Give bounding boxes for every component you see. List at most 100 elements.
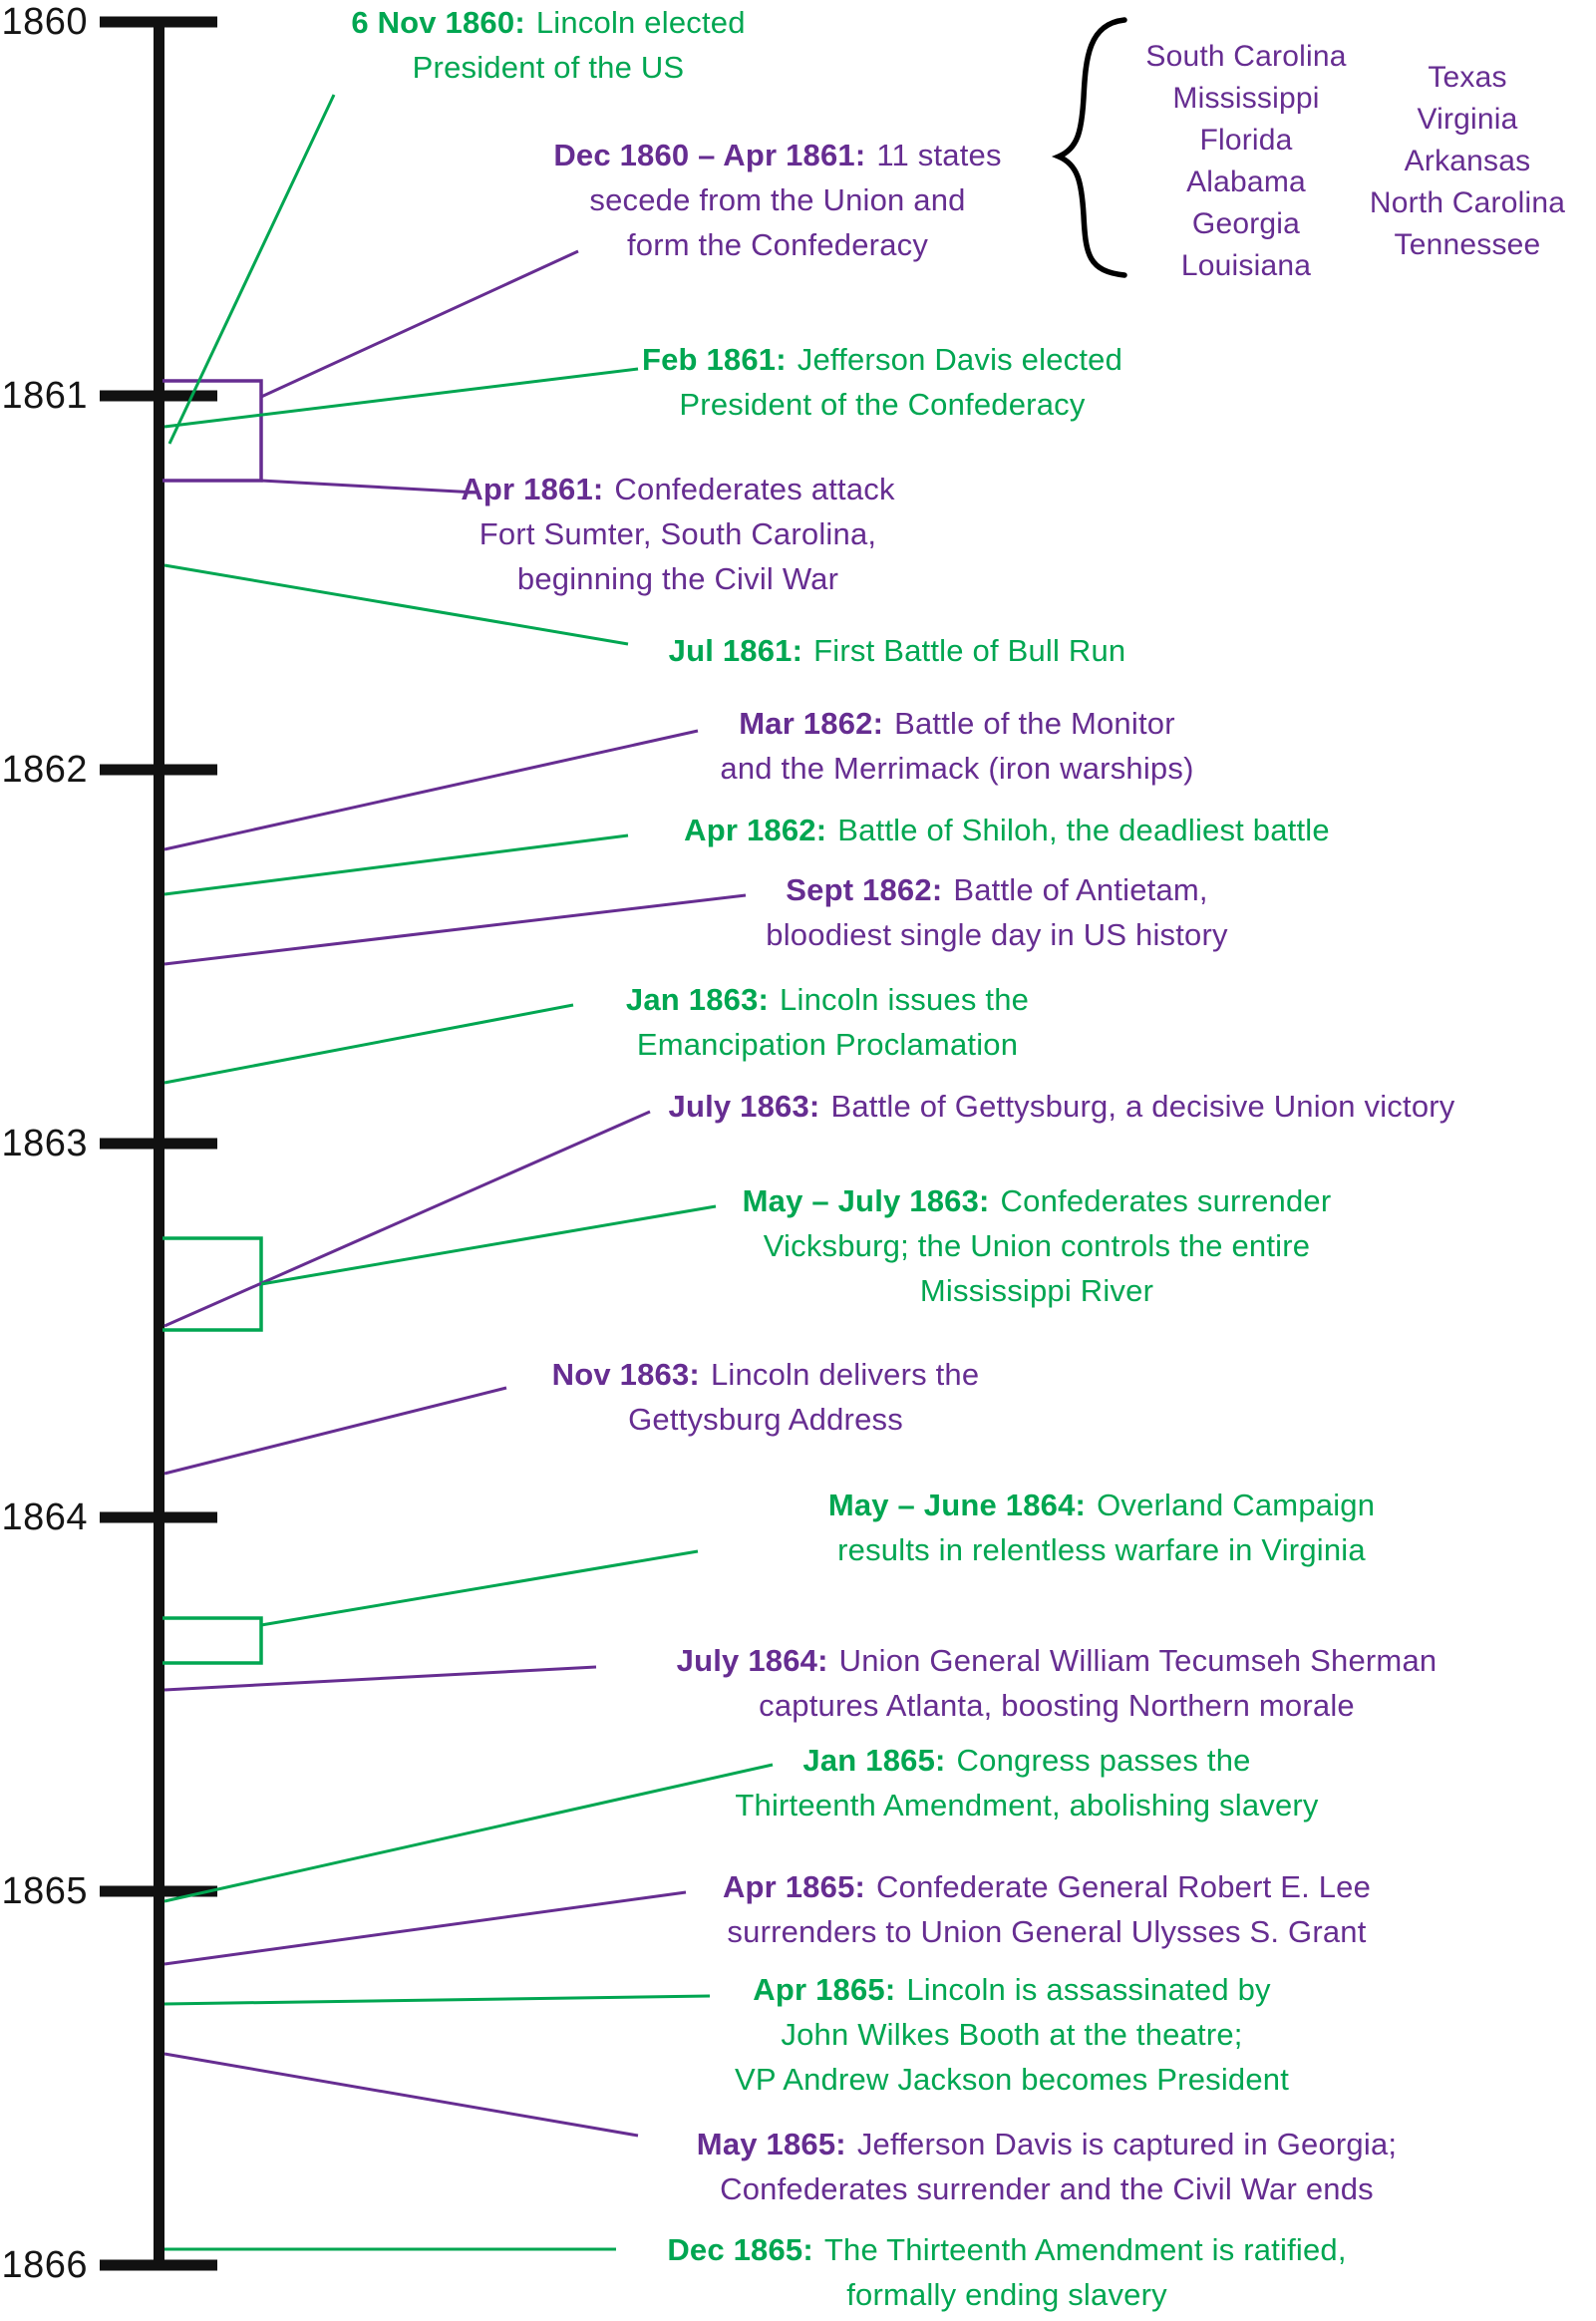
tick-1862 <box>100 764 217 776</box>
tick-1861 <box>100 390 217 402</box>
tick-1860 <box>100 16 217 28</box>
event-text: Lincoln delivers the <box>710 1357 980 1392</box>
event-date: Nov 1863: <box>551 1357 700 1392</box>
year-label-1865: 1865 <box>1 1870 88 1912</box>
tick-1863 <box>100 1138 217 1150</box>
year-label-1863: 1863 <box>1 1123 88 1164</box>
event-bull-run: Jul 1861: First Battle of Bull Run <box>669 628 1126 673</box>
event-date: May – July 1863: <box>742 1183 990 1218</box>
event-monitor-merrimack: Mar 1862: Battle of the Monitor and the M… <box>720 701 1193 791</box>
leader-monitor-merrimack <box>163 729 699 851</box>
leader-bull-run <box>163 563 629 646</box>
event-thirteenth-passed: Jan 1865: Congress passes the Thirteenth … <box>735 1738 1318 1827</box>
event-text: John Wilkes Booth at the theatre; <box>781 2017 1243 2052</box>
event-text: and the Merrimack (iron warships) <box>720 751 1194 786</box>
event-date: May 1865: <box>696 2127 846 2161</box>
event-text: secede from the Union and <box>589 182 966 217</box>
state-item: Arkansas <box>1404 145 1531 177</box>
event-text: Lincoln issues the <box>780 982 1030 1017</box>
secession-states-column-1: South Carolina Mississippi Florida Alaba… <box>1145 36 1346 287</box>
event-shiloh: Apr 1862: Battle of Shiloh, the deadliest… <box>684 808 1330 852</box>
event-lincoln-elected: 6 Nov 1860: Lincoln elected President of … <box>351 0 745 90</box>
leader-vicksburg <box>260 1204 717 1286</box>
event-date: 6 Nov 1860: <box>351 5 525 40</box>
state-item: South Carolina <box>1145 40 1347 73</box>
leader-fort-sumter <box>260 479 478 495</box>
event-text: Union General William Tecumseh Sherman <box>838 1643 1437 1678</box>
event-text: Jefferson Davis is captured in Georgia; <box>856 2127 1398 2161</box>
event-date: Mar 1862: <box>739 706 884 741</box>
event-date: Jul 1861: <box>668 633 803 668</box>
tick-1864 <box>100 1511 217 1523</box>
event-text: Emancipation Proclamation <box>636 1027 1019 1062</box>
event-overland-campaign: May – June 1864: Overland Campaign result… <box>828 1483 1375 1572</box>
event-date: Sept 1862: <box>786 872 943 907</box>
event-text: Battle of Gettysburg, a decisive Union v… <box>830 1089 1455 1124</box>
event-date: Dec 1860 – Apr 1861: <box>553 138 866 172</box>
event-secession: Dec 1860 – Apr 1861: 11 states secede fro… <box>553 133 1001 267</box>
event-text: Congress passes the <box>956 1743 1251 1778</box>
state-item: North Carolina <box>1369 186 1566 219</box>
year-label-1861: 1861 <box>1 375 88 417</box>
leader-overland <box>260 1549 699 1627</box>
leader-gettysburg <box>163 1110 651 1328</box>
secession-states-column-2: Texas Virginia Arkansas North Carolina T… <box>1370 57 1565 266</box>
event-text: Lincoln elected <box>535 5 746 40</box>
leader-gettysburg-address <box>163 1386 507 1476</box>
event-text: Battle of Antietam, <box>953 872 1208 907</box>
event-text: beginning the Civil War <box>516 561 839 596</box>
leader-lee-surrenders <box>163 1890 687 1966</box>
state-item: Tennessee <box>1394 228 1541 261</box>
leader-lincoln-elected <box>167 94 336 445</box>
event-text: 11 states <box>876 138 1002 172</box>
event-text: Lincoln is assassinated by <box>906 1972 1271 2007</box>
event-text: Vicksburg; the Union controls the entire <box>763 1228 1311 1263</box>
event-lincoln-assassinated: Apr 1865: Lincoln is assassinated by John… <box>735 1967 1289 2102</box>
state-item: Louisiana <box>1180 249 1312 282</box>
leader-davis-captured <box>163 2052 639 2138</box>
leader-secession <box>260 249 579 399</box>
leader-davis-elected <box>163 367 639 429</box>
event-text: surrenders to Union General Ulysses S. G… <box>727 1914 1367 1949</box>
event-text: VP Andrew Jackson becomes President <box>734 2062 1290 2097</box>
event-date: Apr 1865: <box>722 1869 866 1904</box>
year-label-1862: 1862 <box>1 749 88 791</box>
event-antietam: Sept 1862: Battle of Antietam, bloodiest … <box>766 867 1227 957</box>
event-text: bloodiest single day in US history <box>766 917 1228 952</box>
event-fort-sumter: Apr 1861: Confederates attack Fort Sumter… <box>461 467 894 601</box>
event-vicksburg: May – July 1863: Confederates surrender V… <box>743 1178 1332 1313</box>
event-gettysburg-address: Nov 1863: Lincoln delivers the Gettysburg… <box>552 1352 980 1442</box>
event-gettysburg: July 1863: Battle of Gettysburg, a decisi… <box>669 1084 1455 1129</box>
event-date: July 1863: <box>668 1089 820 1124</box>
event-text: President of the US <box>412 50 685 85</box>
year-label-1866: 1866 <box>1 2244 88 2286</box>
event-text: Confederates surrender <box>1000 1183 1332 1218</box>
range-bracket-vicksburg <box>162 1236 263 1332</box>
state-item: Texas <box>1428 61 1507 94</box>
event-thirteenth-ratified: Dec 1865: The Thirteenth Amendment is rat… <box>667 2227 1346 2317</box>
leader-assassination <box>163 1994 711 2006</box>
event-text: Mississippi River <box>919 1273 1154 1308</box>
year-label-1860: 1860 <box>1 1 88 43</box>
event-text: Fort Sumter, South Carolina, <box>479 516 877 551</box>
state-item: Georgia <box>1191 207 1301 240</box>
event-text: The Thirteenth Amendment is ratified, <box>823 2232 1347 2267</box>
event-date: Apr 1862: <box>684 813 827 847</box>
event-text: Battle of Shiloh, the deadliest battle <box>837 813 1330 847</box>
event-date: Apr 1861: <box>461 472 604 506</box>
leader-sherman <box>163 1665 597 1692</box>
event-text: Thirteenth Amendment, abolishing slavery <box>735 1788 1319 1823</box>
event-text: results in relentless warfare in Virgini… <box>837 1532 1366 1567</box>
brace-icon <box>1051 17 1127 278</box>
event-text: Overland Campaign <box>1097 1488 1376 1522</box>
event-text: President of the Confederacy <box>679 387 1086 422</box>
leader-thirteenth-passed <box>163 1763 774 1903</box>
event-text: formally ending slavery <box>846 2277 1167 2312</box>
event-text: Battle of the Monitor <box>894 706 1175 741</box>
event-date: Feb 1861: <box>641 342 787 377</box>
event-text: captures Atlanta, boosting Northern mora… <box>759 1688 1355 1723</box>
event-date: Jan 1863: <box>625 982 770 1017</box>
event-date: May – June 1864: <box>827 1488 1087 1522</box>
event-text: Confederate General Robert E. Lee <box>876 1869 1372 1904</box>
